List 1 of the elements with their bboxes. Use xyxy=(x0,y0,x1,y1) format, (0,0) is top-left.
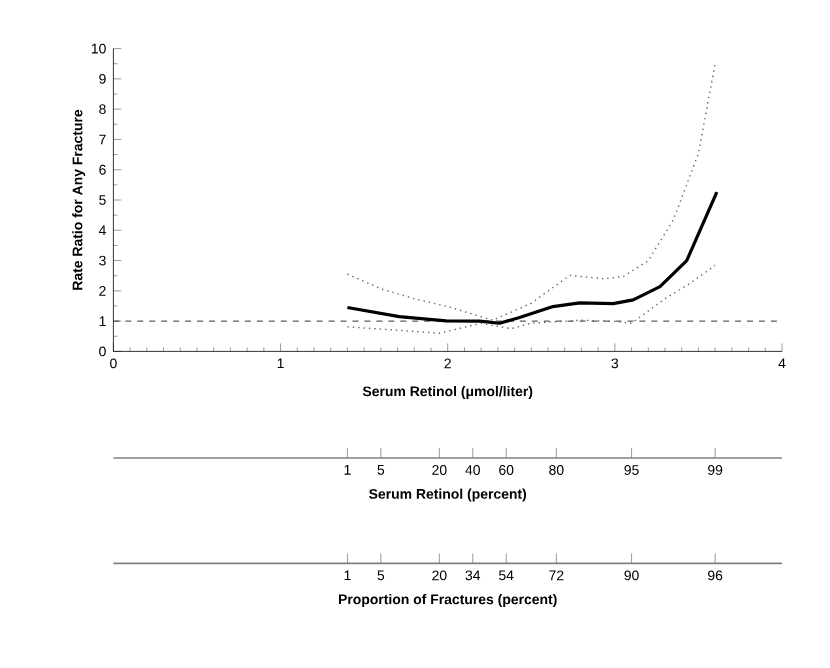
line-series xyxy=(345,190,719,325)
